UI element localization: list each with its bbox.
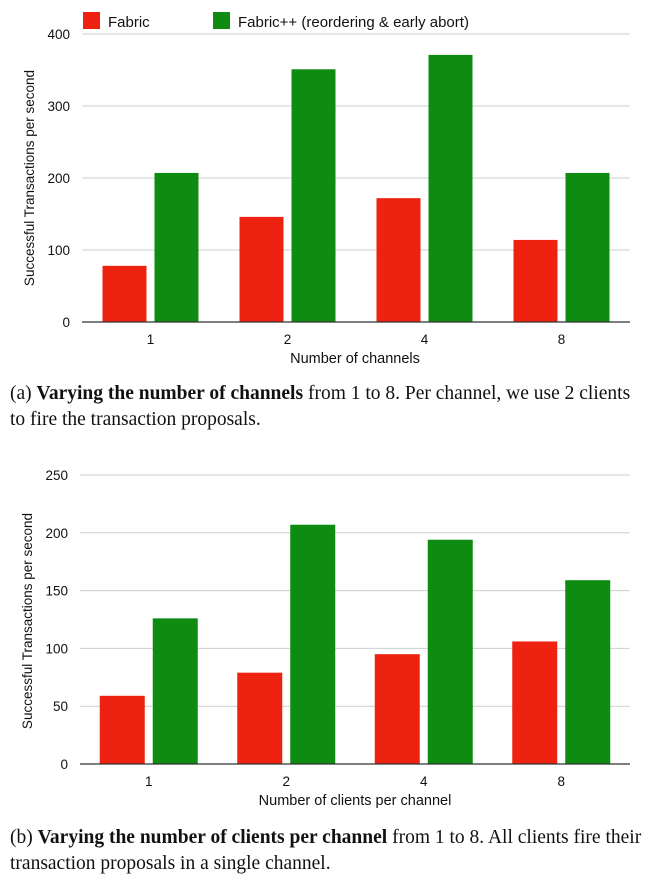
x-axis-label: Number of channels bbox=[290, 351, 420, 367]
caption-a-bold: Varying the number of channels bbox=[36, 383, 304, 404]
caption-a: (a) Varying the number of channels from … bbox=[10, 381, 642, 433]
bar-fabricpp-4 bbox=[427, 539, 473, 764]
y-axis-label: Successful Transactions per second bbox=[22, 70, 37, 286]
bar-fabric-8 bbox=[513, 239, 558, 322]
legend-swatch-fabric bbox=[83, 12, 100, 29]
bar-fabricpp-8 bbox=[565, 580, 611, 764]
y-tick-label: 250 bbox=[45, 468, 68, 483]
chart-clients: 0 50 100 150 200 250 1 2 4 8 Number of clients pe… bbox=[20, 468, 630, 809]
y-tick-label: 100 bbox=[45, 641, 68, 656]
caption-a-rest: from 1 to 8. Per channel, we use 2 clien… bbox=[10, 383, 631, 430]
caption-b: (b) Varying the number of clients per ch… bbox=[10, 825, 642, 877]
x-axis-label: Number of clients per channel bbox=[259, 793, 452, 809]
legend-swatch-fabricpp bbox=[213, 12, 230, 29]
y-tick-label: 200 bbox=[47, 171, 70, 186]
y-tick-label: 200 bbox=[45, 526, 68, 541]
bar-fabric-2 bbox=[237, 672, 283, 764]
bar-fabricpp-1 bbox=[154, 172, 199, 322]
y-tick-label: 0 bbox=[60, 757, 68, 772]
chart-channels: Fabric Fabric++ (reordering & early abor… bbox=[22, 12, 630, 367]
bar-fabric-1 bbox=[99, 695, 145, 764]
x-tick-label: 8 bbox=[558, 332, 566, 347]
legend-label-fabric: Fabric bbox=[108, 14, 150, 31]
bar-fabric-2 bbox=[239, 216, 284, 322]
bar-fabricpp-4 bbox=[428, 54, 473, 322]
y-tick-label: 50 bbox=[53, 699, 68, 714]
bar-fabricpp-2 bbox=[290, 524, 336, 764]
bar-fabric-4 bbox=[374, 654, 420, 764]
caption-b-rest: from 1 to 8. All clients fire their tran… bbox=[10, 827, 642, 874]
caption-a-prefix: (a) bbox=[10, 383, 37, 404]
bar-fabricpp-8 bbox=[565, 172, 610, 322]
x-tick-label: 1 bbox=[147, 332, 155, 347]
y-tick-label: 300 bbox=[47, 99, 70, 114]
bar-fabric-8 bbox=[512, 641, 558, 764]
legend-label-fabricpp: Fabric++ (reordering & early abort) bbox=[238, 14, 469, 31]
x-tick-label: 2 bbox=[282, 774, 290, 789]
bar-fabric-1 bbox=[102, 265, 147, 322]
y-tick-label: 0 bbox=[62, 315, 70, 330]
caption-b-prefix: (b) bbox=[10, 827, 38, 848]
y-tick-label: 150 bbox=[45, 584, 68, 599]
legend: Fabric Fabric++ (reordering & early abor… bbox=[83, 12, 469, 31]
bar-fabric-4 bbox=[376, 198, 421, 322]
bar-fabricpp-2 bbox=[291, 69, 336, 322]
x-tick-label: 4 bbox=[421, 332, 429, 347]
y-axis-label: Successful Transactions per second bbox=[20, 513, 35, 729]
bar-fabricpp-1 bbox=[152, 618, 198, 764]
y-tick-label: 400 bbox=[47, 27, 70, 42]
x-tick-label: 8 bbox=[557, 774, 565, 789]
x-tick-label: 4 bbox=[420, 774, 428, 789]
x-tick-label: 1 bbox=[145, 774, 153, 789]
y-tick-label: 100 bbox=[47, 243, 70, 258]
caption-b-bold: Varying the number of clients per channe… bbox=[37, 827, 388, 848]
x-tick-label: 2 bbox=[284, 332, 292, 347]
